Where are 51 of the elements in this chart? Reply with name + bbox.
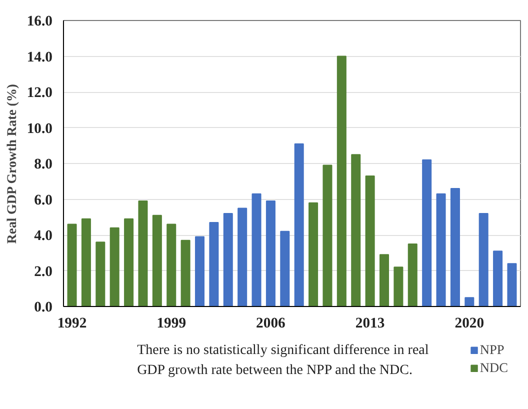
x-tick-label: 2006	[256, 316, 286, 332]
bar	[152, 214, 162, 306]
bar	[280, 230, 290, 306]
bar	[422, 159, 432, 306]
text: GDP growth rate between the NPP and the NDC.	[137, 363, 412, 378]
bar	[493, 250, 503, 306]
y-tick-label: 8.0	[34, 156, 53, 172]
bar	[336, 56, 346, 306]
bar	[294, 143, 304, 306]
y-tick-label: 4.0	[34, 228, 53, 244]
bar	[436, 193, 446, 306]
bar	[238, 208, 248, 306]
y-axis-title: Real GDP Growth Rate (%)	[4, 84, 19, 244]
bar	[450, 188, 460, 306]
y-tick-label: 0.0	[34, 300, 53, 316]
y-tick-label: 12.0	[26, 85, 53, 101]
bar	[194, 236, 205, 306]
bar	[507, 263, 517, 306]
x-tick-label: 2020	[454, 316, 484, 332]
bar	[81, 218, 91, 306]
y-tick-label: 16.0	[26, 14, 53, 30]
y-tick-label: 10.0	[26, 120, 53, 137]
y-tick-label: 6.0	[34, 192, 53, 208]
bar	[308, 202, 318, 306]
bar	[223, 213, 233, 306]
bar	[478, 213, 488, 306]
x-tick-label: 1992	[57, 316, 87, 332]
bar	[124, 218, 134, 306]
bar	[96, 242, 106, 306]
y-tick-label: 2.0	[34, 264, 53, 280]
x-tick-label: 1999	[156, 316, 186, 332]
x-tick-label: 2013	[355, 316, 385, 332]
bar	[379, 254, 390, 306]
bar	[138, 200, 148, 306]
bar	[180, 240, 190, 306]
legend-label: NDC	[480, 360, 508, 376]
bar	[110, 227, 120, 306]
bar	[351, 154, 361, 306]
bar	[252, 193, 262, 306]
bar	[166, 224, 176, 306]
bar	[266, 200, 276, 306]
bar	[365, 176, 375, 306]
bar	[394, 266, 404, 306]
text: There is no statistically significant difference in real	[137, 343, 429, 358]
legend-label: NPP	[480, 342, 504, 358]
y-tick-label: 14.0	[26, 49, 53, 66]
bar	[67, 224, 77, 306]
bar	[209, 222, 219, 306]
bar	[322, 164, 332, 306]
bar	[464, 297, 474, 306]
bar	[408, 243, 418, 306]
